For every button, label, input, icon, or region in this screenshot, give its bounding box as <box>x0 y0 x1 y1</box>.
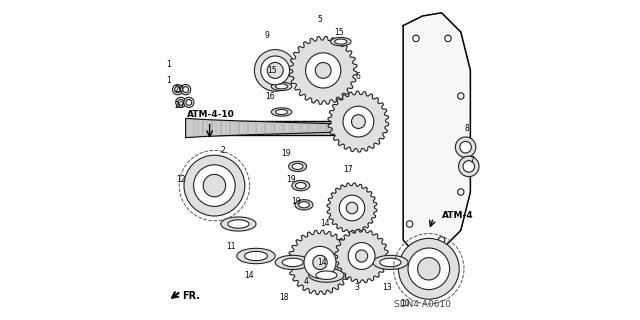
Polygon shape <box>343 106 374 137</box>
Circle shape <box>460 141 471 153</box>
Text: 3: 3 <box>355 284 359 292</box>
Circle shape <box>456 137 476 157</box>
Text: 14: 14 <box>320 220 330 228</box>
Polygon shape <box>292 163 303 170</box>
Circle shape <box>268 62 283 78</box>
Polygon shape <box>292 180 310 191</box>
Text: 1: 1 <box>166 76 172 84</box>
Circle shape <box>316 62 331 78</box>
Polygon shape <box>271 82 292 91</box>
Circle shape <box>204 174 226 197</box>
Text: 11: 11 <box>227 242 236 251</box>
FancyBboxPatch shape <box>186 121 336 135</box>
Circle shape <box>351 115 365 129</box>
Text: 20: 20 <box>174 85 184 94</box>
Circle shape <box>445 35 451 42</box>
Text: FR.: FR. <box>182 291 200 301</box>
Text: ATM-4: ATM-4 <box>442 211 473 220</box>
Circle shape <box>175 97 186 108</box>
Text: 14: 14 <box>244 271 254 280</box>
Polygon shape <box>275 84 288 89</box>
Polygon shape <box>304 246 336 278</box>
Circle shape <box>193 165 236 206</box>
Polygon shape <box>237 248 275 264</box>
Text: 19: 19 <box>282 149 291 158</box>
Polygon shape <box>373 255 408 269</box>
Polygon shape <box>295 200 313 210</box>
Polygon shape <box>244 252 268 260</box>
Polygon shape <box>299 202 309 208</box>
Circle shape <box>173 84 183 95</box>
Circle shape <box>180 84 191 95</box>
Text: 10: 10 <box>400 300 410 308</box>
Circle shape <box>313 255 327 269</box>
Circle shape <box>184 155 245 216</box>
Circle shape <box>458 141 464 147</box>
Circle shape <box>458 189 464 195</box>
Polygon shape <box>309 268 344 282</box>
Polygon shape <box>403 13 470 262</box>
Circle shape <box>261 56 289 85</box>
Polygon shape <box>288 230 352 295</box>
Circle shape <box>183 87 188 92</box>
Text: 7: 7 <box>470 156 474 164</box>
Text: 13: 13 <box>382 284 392 292</box>
Polygon shape <box>380 258 401 267</box>
Text: ATM-4-10: ATM-4-10 <box>187 110 235 119</box>
Text: 15: 15 <box>267 66 277 75</box>
Text: 18: 18 <box>280 293 289 302</box>
Text: SDN4 A0610: SDN4 A0610 <box>394 300 451 309</box>
Polygon shape <box>316 271 337 279</box>
Circle shape <box>254 50 296 91</box>
Polygon shape <box>271 108 292 116</box>
Text: 8: 8 <box>465 124 470 132</box>
Text: 9: 9 <box>265 31 269 40</box>
Text: 1: 1 <box>166 60 172 68</box>
Polygon shape <box>275 255 310 269</box>
Polygon shape <box>328 91 389 152</box>
Polygon shape <box>228 220 249 228</box>
Circle shape <box>406 221 413 227</box>
Polygon shape <box>331 37 351 46</box>
Text: 12: 12 <box>176 175 186 184</box>
Polygon shape <box>335 39 347 44</box>
Circle shape <box>413 35 419 42</box>
Polygon shape <box>335 229 388 283</box>
Circle shape <box>184 97 194 108</box>
Polygon shape <box>339 195 365 221</box>
Text: 20: 20 <box>174 101 184 110</box>
Polygon shape <box>289 161 307 172</box>
Circle shape <box>398 238 460 299</box>
Circle shape <box>356 250 367 262</box>
Circle shape <box>346 202 358 214</box>
Circle shape <box>463 161 475 172</box>
Polygon shape <box>275 109 288 115</box>
Text: 2: 2 <box>220 146 225 155</box>
Circle shape <box>458 156 479 177</box>
Text: 19: 19 <box>286 175 296 184</box>
Text: 6: 6 <box>356 72 361 81</box>
Polygon shape <box>221 217 256 231</box>
Circle shape <box>178 100 184 105</box>
Circle shape <box>458 93 464 99</box>
Polygon shape <box>327 183 377 233</box>
Polygon shape <box>289 36 357 104</box>
Text: 5: 5 <box>317 15 323 24</box>
Polygon shape <box>306 53 341 88</box>
Polygon shape <box>296 182 306 189</box>
Text: 17: 17 <box>343 165 353 174</box>
Text: 16: 16 <box>266 92 275 100</box>
Text: 4: 4 <box>303 277 308 286</box>
Text: 15: 15 <box>334 28 344 36</box>
Polygon shape <box>186 118 336 138</box>
Circle shape <box>417 258 440 280</box>
Polygon shape <box>348 243 375 269</box>
Text: 19: 19 <box>291 197 301 206</box>
Circle shape <box>408 248 450 290</box>
Circle shape <box>186 100 192 105</box>
Circle shape <box>175 87 180 92</box>
Circle shape <box>438 237 445 243</box>
Text: 14: 14 <box>317 258 326 267</box>
Polygon shape <box>282 258 303 267</box>
